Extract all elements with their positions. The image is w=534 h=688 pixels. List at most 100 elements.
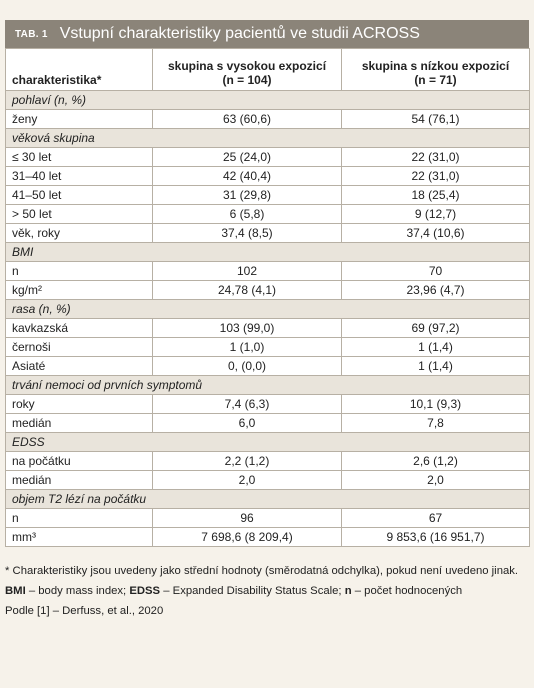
table-row: n 96 67	[5, 508, 530, 528]
table-row: ženy 63 (60,6) 54 (76,1)	[5, 109, 530, 129]
row-label: ≤ 30 let	[5, 147, 153, 167]
table-number: TAB. 1	[15, 28, 48, 40]
row-label: ženy	[5, 109, 153, 129]
table-row: 41–50 let 31 (29,8) 18 (25,4)	[5, 185, 530, 205]
abbr-def: – počet hodnocených	[351, 585, 463, 597]
row-label: kg/m²	[5, 280, 153, 300]
row-label: > 50 let	[5, 204, 153, 224]
cell-low-exposure: 1 (1,4)	[341, 337, 530, 357]
footnote-abbreviations: BMI – body mass index; EDSS – Expanded D…	[5, 583, 521, 599]
row-label: na počátku	[5, 451, 153, 471]
table-row: věk, roky 37,4 (8,5) 37,4 (10,6)	[5, 223, 530, 243]
cell-low-exposure: 2,0	[341, 470, 530, 490]
table-row: na počátku 2,2 (1,2) 2,6 (1,2)	[5, 451, 530, 471]
footnote-asterisk: * Charakteristiky jsou uvedeny jako stře…	[5, 565, 519, 577]
row-label: n	[5, 261, 153, 281]
cell-high-exposure: 7 698,6 (8 209,4)	[152, 527, 342, 547]
table-row: medián 6,0 7,8	[5, 413, 530, 433]
table-row: > 50 let 6 (5,8) 9 (12,7)	[5, 204, 530, 224]
row-label: medián	[5, 413, 153, 433]
table-title: Vstupní charakteristiky pacientů ve stud…	[59, 25, 420, 42]
header-low-exposure: skupina s nízkou expozicí (n = 71)	[341, 48, 530, 91]
table-row: n 102 70	[5, 261, 530, 281]
section-label: věková skupina	[5, 128, 530, 148]
table-row: ≤ 30 let 25 (24,0) 22 (31,0)	[5, 147, 530, 167]
cell-high-exposure: 6 (5,8)	[152, 204, 342, 224]
cell-low-exposure: 37,4 (10,6)	[341, 223, 530, 243]
table-title-bar: TAB. 1 Vstupní charakteristiky pacientů …	[5, 20, 529, 48]
header-high-n: (n = 104)	[222, 73, 272, 87]
section-row: trvání nemoci od prvních symptomů	[5, 375, 530, 395]
cell-high-exposure: 25 (24,0)	[152, 147, 342, 167]
cell-low-exposure: 7,8	[341, 413, 530, 433]
cell-high-exposure: 7,4 (6,3)	[152, 394, 342, 414]
footnotes: * Charakteristiky jsou uvedeny jako stře…	[5, 563, 529, 619]
cell-low-exposure: 9 853,6 (16 951,7)	[341, 527, 530, 547]
section-row: EDSS	[5, 432, 530, 452]
table-row: 31–40 let 42 (40,4) 22 (31,0)	[5, 166, 530, 186]
cell-high-exposure: 2,2 (1,2)	[152, 451, 342, 471]
header-low-label: skupina s nízkou expozicí	[361, 59, 510, 73]
cell-low-exposure: 2,6 (1,2)	[341, 451, 530, 471]
cell-high-exposure: 37,4 (8,5)	[152, 223, 342, 243]
row-label: 41–50 let	[5, 185, 153, 205]
row-label: černoši	[5, 337, 153, 357]
section-row: věková skupina	[5, 128, 530, 148]
cell-low-exposure: 10,1 (9,3)	[341, 394, 530, 414]
row-label: 31–40 let	[5, 166, 153, 186]
header-characteristic: charakteristika*	[5, 48, 153, 91]
abbr-term: EDSS	[129, 585, 161, 597]
row-label: n	[5, 508, 153, 528]
characteristics-table: charakteristika* skupina s vysokou expoz…	[5, 48, 530, 547]
cell-low-exposure: 69 (97,2)	[341, 318, 530, 338]
cell-low-exposure: 67	[341, 508, 530, 528]
cell-high-exposure: 31 (29,8)	[152, 185, 342, 205]
row-label: mm³	[5, 527, 153, 547]
section-label: rasa (n, %)	[5, 299, 530, 319]
cell-high-exposure: 103 (99,0)	[152, 318, 342, 338]
cell-high-exposure: 102	[152, 261, 342, 281]
cell-low-exposure: 22 (31,0)	[341, 147, 530, 167]
section-label: trvání nemoci od prvních symptomů	[5, 375, 530, 395]
cell-high-exposure: 24,78 (4,1)	[152, 280, 342, 300]
table-row: mm³ 7 698,6 (8 209,4) 9 853,6 (16 951,7)	[5, 527, 530, 547]
abbr-term: n	[344, 585, 352, 597]
row-label: věk, roky	[5, 223, 153, 243]
section-label: BMI	[5, 242, 530, 262]
cell-high-exposure: 42 (40,4)	[152, 166, 342, 186]
cell-high-exposure: 63 (60,6)	[152, 109, 342, 129]
table-row: černoši 1 (1,0) 1 (1,4)	[5, 337, 530, 357]
section-row: objem T2 lézí na počátku	[5, 489, 530, 509]
abbr-term: BMI	[5, 585, 26, 597]
section-row: pohlaví (n, %)	[5, 90, 530, 110]
cell-high-exposure: 1 (1,0)	[152, 337, 342, 357]
row-label: roky	[5, 394, 153, 414]
row-label: medián	[5, 470, 153, 490]
section-row: rasa (n, %)	[5, 299, 530, 319]
header-high-label: skupina s vysokou expozicí	[167, 59, 327, 73]
cell-high-exposure: 96	[152, 508, 342, 528]
cell-high-exposure: 2,0	[152, 470, 342, 490]
section-label: pohlaví (n, %)	[5, 90, 530, 110]
table-row: kg/m² 24,78 (4,1) 23,96 (4,7)	[5, 280, 530, 300]
table-row: medián 2,0 2,0	[5, 470, 530, 490]
cell-low-exposure: 1 (1,4)	[341, 356, 530, 376]
header-high-exposure: skupina s vysokou expozicí (n = 104)	[152, 48, 342, 91]
table-row: roky 7,4 (6,3) 10,1 (9,3)	[5, 394, 530, 414]
cell-high-exposure: 0, (0,0)	[152, 356, 342, 376]
cell-low-exposure: 18 (25,4)	[341, 185, 530, 205]
cell-low-exposure: 9 (12,7)	[341, 204, 530, 224]
cell-low-exposure: 54 (76,1)	[341, 109, 530, 129]
row-label: kavkazská	[5, 318, 153, 338]
cell-low-exposure: 70	[341, 261, 530, 281]
header-low-n: (n = 71)	[414, 73, 457, 87]
table-row: kavkazská 103 (99,0) 69 (97,2)	[5, 318, 530, 338]
cell-high-exposure: 6,0	[152, 413, 342, 433]
section-label: objem T2 lézí na počátku	[5, 489, 530, 509]
table-figure: TAB. 1 Vstupní charakteristiky pacientů …	[0, 20, 534, 688]
footnote-source: Podle [1] – Derfuss, et al., 2020	[5, 605, 164, 617]
abbr-def: – body mass index;	[25, 585, 130, 597]
table-row: Asiaté 0, (0,0) 1 (1,4)	[5, 356, 530, 376]
table-header-row: charakteristika* skupina s vysokou expoz…	[5, 48, 530, 91]
section-label: EDSS	[5, 432, 530, 452]
